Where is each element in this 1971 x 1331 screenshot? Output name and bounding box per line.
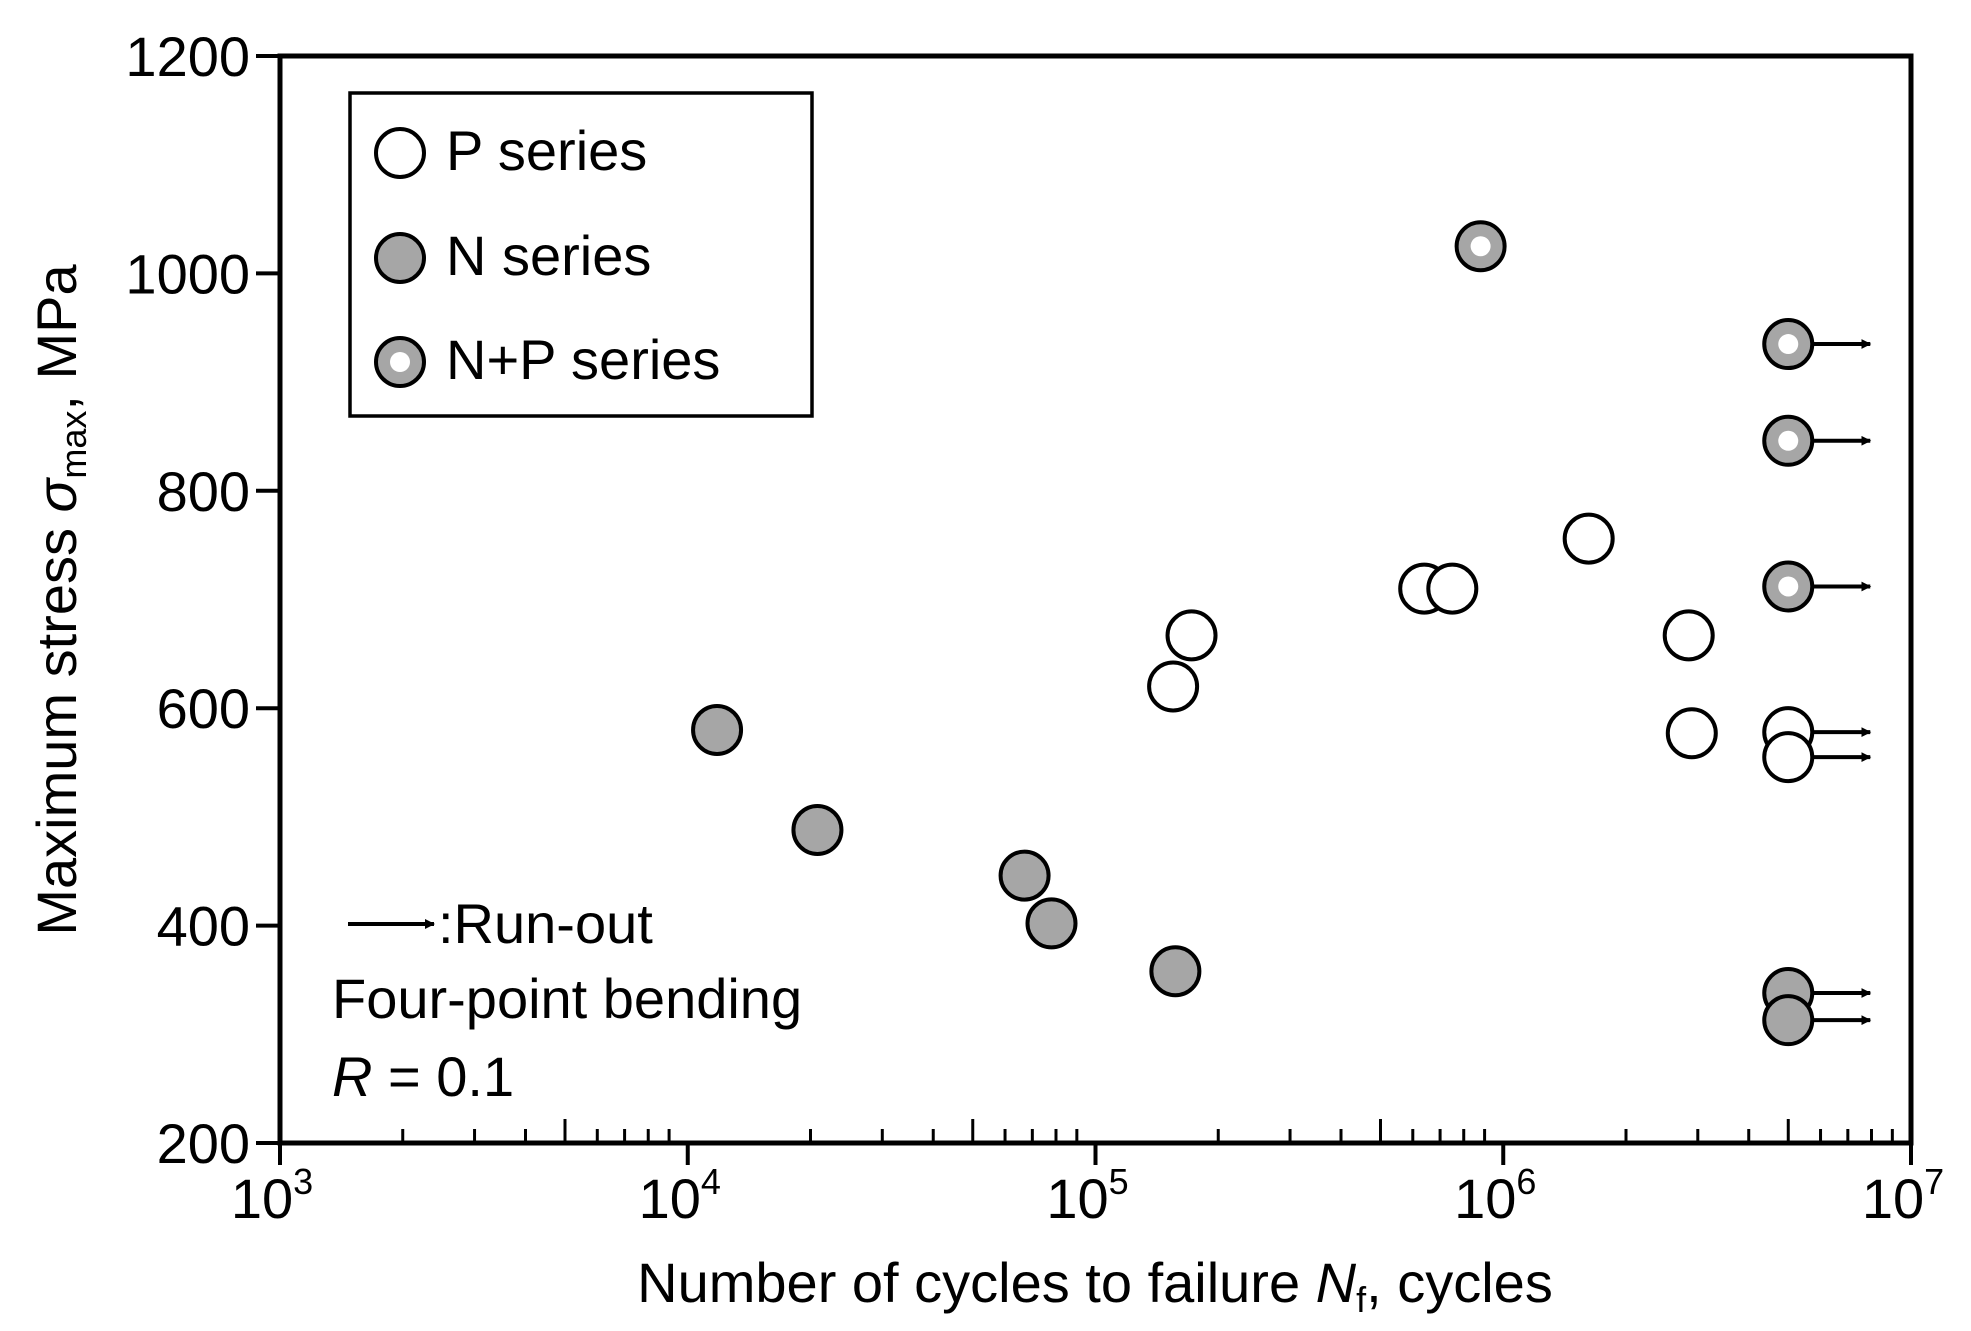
data-point-p-series [1165,609,1218,662]
data-point-p-series [1662,609,1715,662]
x-tick-label-exponent: 6 [1516,1161,1536,1202]
x-tick-label-base: 10 [1454,1167,1516,1230]
x-tick-label-base: 10 [639,1167,701,1230]
y-tick-label: 1200 [125,25,250,88]
y-tick-label: 600 [157,677,250,740]
x-tick-label: 107 [1862,1161,1944,1230]
data-point-n-series [998,849,1051,902]
data-point-center-n-p-series [1778,576,1799,597]
data-points [691,220,1815,1047]
x-tick-label: 104 [639,1161,721,1230]
legend-marker-p-series [374,127,426,179]
plot-frame [277,53,1914,1146]
runout-label: :Run-out [438,892,653,955]
data-point-p-series [1762,731,1815,784]
y-tick-label: 1000 [125,242,250,305]
x-tick-label: 103 [231,1161,313,1230]
data-point-center-n-p-series [1778,430,1799,451]
data-point-n-series [791,803,844,856]
data-point-p-series [1426,562,1479,615]
y-tick-label: 400 [157,895,250,958]
y-axis-title-post: , MPa [25,264,88,411]
ratio-label: R = 0.1 [332,1045,514,1108]
x-tick-label: 105 [1046,1161,1128,1230]
annotations: :Run-out Four-point bending R = 0.1 [332,892,802,1108]
x-tick-label-exponent: 3 [293,1161,313,1202]
y-axis-title: Maximum stress σmax, MPa [25,264,94,936]
data-point-p-series [1562,512,1615,565]
data-point-n-series [691,703,744,756]
x-axis-title-post: , cycles [1366,1251,1553,1314]
x-tick-label-base: 10 [1046,1167,1108,1230]
y-tick-label: 200 [157,1112,250,1175]
y-axis-title-var: σ [25,476,88,512]
legend-label-np-series: N+P series [446,328,720,391]
y-axis-title-sub: max [53,411,94,479]
ratio-var: R [332,1045,372,1108]
x-tick-label-exponent: 4 [701,1161,721,1202]
ratio-value: = 0.1 [372,1045,514,1108]
legend-label-n-series: N series [446,224,651,287]
x-tick-label: 106 [1454,1161,1536,1230]
x-tick-label-exponent: 5 [1109,1161,1129,1202]
legend-box [348,91,814,418]
data-point-n-series [1025,897,1078,950]
data-point-p-series [1147,660,1200,713]
data-point-center-n-p-series [1778,334,1799,355]
x-axis-title-var: N [1316,1251,1357,1314]
x-tick-label-base: 10 [1862,1167,1924,1230]
y-tick-label: 800 [157,460,250,523]
y-axis-title-pre: Maximum stress [25,512,88,935]
x-tick-label-exponent: 7 [1924,1161,1944,1202]
x-axis-title: Number of cycles to failure Nf, cycles [637,1251,1553,1320]
x-axis-title-sub: f [1356,1279,1367,1320]
x-axis-title-pre: Number of cycles to failure [637,1251,1315,1314]
data-point-n-series [1149,945,1202,998]
legend: P series N series N+P series [348,91,814,418]
legend-label-p-series: P series [446,119,647,182]
data-point-center-n-p-series [1470,236,1491,257]
legend-marker-np-center [390,352,410,372]
legend-marker-n-series [374,232,426,284]
x-tick-label-base: 10 [231,1167,293,1230]
data-point-p-series [1665,707,1718,760]
data-point-n-series [1762,994,1815,1047]
test-label: Four-point bending [332,967,802,1030]
runout-arrows [1812,339,1872,1026]
